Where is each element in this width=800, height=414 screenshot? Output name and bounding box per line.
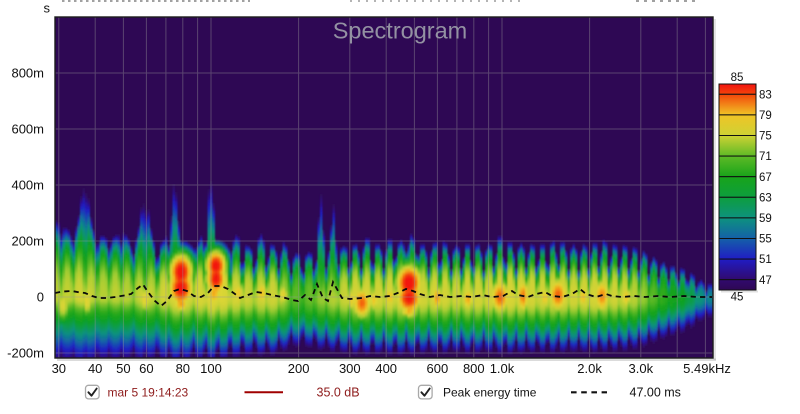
svg-text:mar 5 19:14:23: mar 5 19:14:23	[108, 386, 189, 400]
svg-text:Peak energy time: Peak energy time	[443, 386, 537, 400]
svg-text:100: 100	[200, 361, 222, 376]
svg-text:Spectrogram: Spectrogram	[333, 18, 468, 44]
svg-text:5.49kHz: 5.49kHz	[683, 361, 731, 376]
svg-text:80: 80	[176, 361, 190, 376]
svg-text:2.0k: 2.0k	[577, 361, 602, 376]
svg-text:1.0k: 1.0k	[490, 361, 515, 376]
svg-text:30: 30	[52, 361, 66, 376]
svg-text:63: 63	[759, 192, 772, 204]
svg-text:200m: 200m	[11, 234, 44, 249]
svg-text:79: 79	[759, 110, 772, 122]
svg-text:59: 59	[759, 213, 772, 225]
svg-text:300: 300	[339, 361, 361, 376]
svg-text:800m: 800m	[11, 66, 44, 81]
svg-text:75: 75	[759, 131, 772, 143]
svg-text:51: 51	[759, 254, 772, 266]
svg-text:85: 85	[731, 72, 744, 84]
svg-text:83: 83	[759, 89, 772, 101]
svg-text:600: 600	[427, 361, 449, 376]
svg-text:-200m: -200m	[7, 346, 44, 361]
svg-text:45: 45	[731, 292, 744, 304]
svg-text:67: 67	[759, 172, 772, 184]
svg-text:600m: 600m	[11, 122, 44, 137]
svg-text:55: 55	[759, 234, 772, 246]
svg-text:40: 40	[88, 361, 102, 376]
svg-text:0: 0	[37, 290, 44, 305]
svg-text:60: 60	[139, 361, 153, 376]
svg-text:50: 50	[116, 361, 130, 376]
svg-text:3.0k: 3.0k	[629, 361, 654, 376]
svg-text:71: 71	[759, 151, 772, 163]
svg-text:400: 400	[375, 361, 397, 376]
svg-text:s: s	[44, 1, 51, 16]
svg-text:800: 800	[463, 361, 485, 376]
svg-text:47: 47	[759, 275, 772, 287]
svg-text:35.0 dB: 35.0 dB	[317, 386, 360, 400]
svg-text:47.00 ms: 47.00 ms	[630, 386, 681, 400]
svg-text:200: 200	[288, 361, 310, 376]
svg-text:400m: 400m	[11, 178, 44, 193]
